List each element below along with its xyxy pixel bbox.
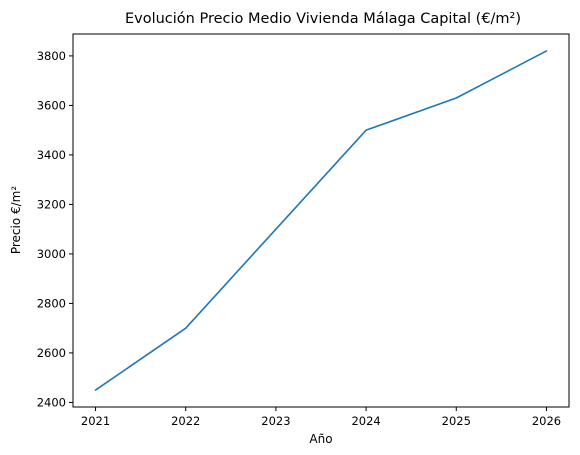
y-tick-label: 3000	[37, 247, 66, 261]
chart-title: Evolución Precio Medio Vivienda Málaga C…	[125, 11, 521, 27]
x-tick-label: 2024	[351, 414, 380, 428]
series-line	[94, 50, 548, 391]
x-tick-label: 2026	[532, 414, 561, 428]
series-layer	[94, 50, 548, 391]
y-tick-label: 3800	[37, 49, 66, 63]
x-tick-label: 2022	[171, 414, 200, 428]
y-tick-label: 2600	[37, 346, 66, 360]
y-axis: 2400 2600 2800 3000 3200 3400 3600 3800	[37, 49, 73, 409]
x-tick-label: 2021	[81, 414, 110, 428]
y-tick-label: 2400	[37, 395, 66, 409]
y-axis-label: Precio €/m²	[9, 186, 23, 255]
y-tick-label: 2800	[37, 296, 66, 310]
x-tick-label: 2023	[261, 414, 290, 428]
plot-frame	[72, 33, 570, 408]
x-tick-label: 2025	[442, 414, 471, 428]
x-axis-label: Año	[309, 432, 332, 446]
y-tick-label: 3600	[37, 98, 66, 112]
y-tick-label: 3400	[37, 148, 66, 162]
x-axis: 2021 2022 2023 2024 2025 2026	[81, 407, 561, 428]
y-tick-label: 3200	[37, 197, 66, 211]
